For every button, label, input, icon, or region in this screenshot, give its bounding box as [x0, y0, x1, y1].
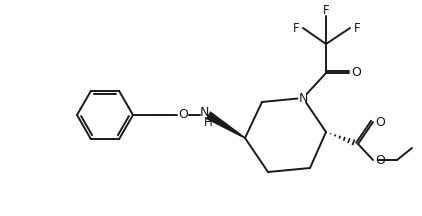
Text: O: O [375, 154, 385, 167]
Polygon shape [206, 111, 246, 139]
Text: F: F [354, 22, 360, 35]
Text: F: F [293, 22, 299, 35]
Text: O: O [178, 108, 188, 121]
Text: O: O [375, 116, 385, 129]
Text: H: H [204, 116, 212, 129]
Text: N: N [199, 105, 209, 119]
Text: F: F [323, 3, 329, 16]
Text: O: O [351, 67, 361, 79]
Text: N: N [298, 92, 308, 105]
